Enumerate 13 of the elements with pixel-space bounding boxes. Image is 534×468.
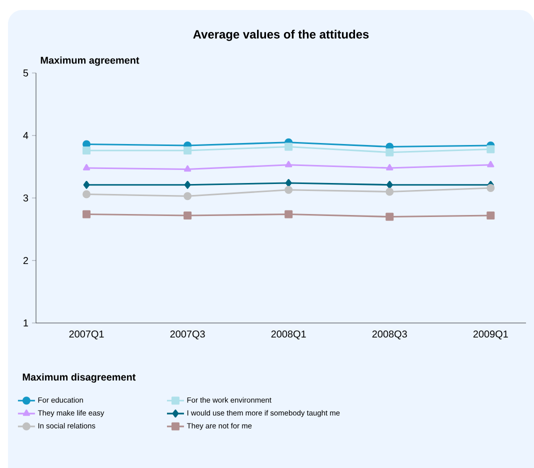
- y-tick-label: 3: [23, 194, 28, 202]
- text: Maximum agreement: [40, 56, 140, 66]
- x-tick-label: 2008Q3: [372, 330, 407, 340]
- y-tick-label: 1: [24, 320, 28, 326]
- x-tick-label: 2008Q1: [271, 330, 306, 340]
- text: Maximum disagreement: [22, 373, 136, 383]
- x-tick-label: 2009Q1: [473, 330, 508, 340]
- y-tick-label: 4: [23, 132, 28, 139]
- chart-title: Average values of the attitudes: [193, 30, 369, 41]
- y-tick-label: 5: [23, 70, 28, 76]
- x-tick-label: 2007Q3: [170, 330, 205, 340]
- y-tick-label: 2: [23, 257, 28, 264]
- x-tick-label: 2007Q1: [69, 330, 104, 340]
